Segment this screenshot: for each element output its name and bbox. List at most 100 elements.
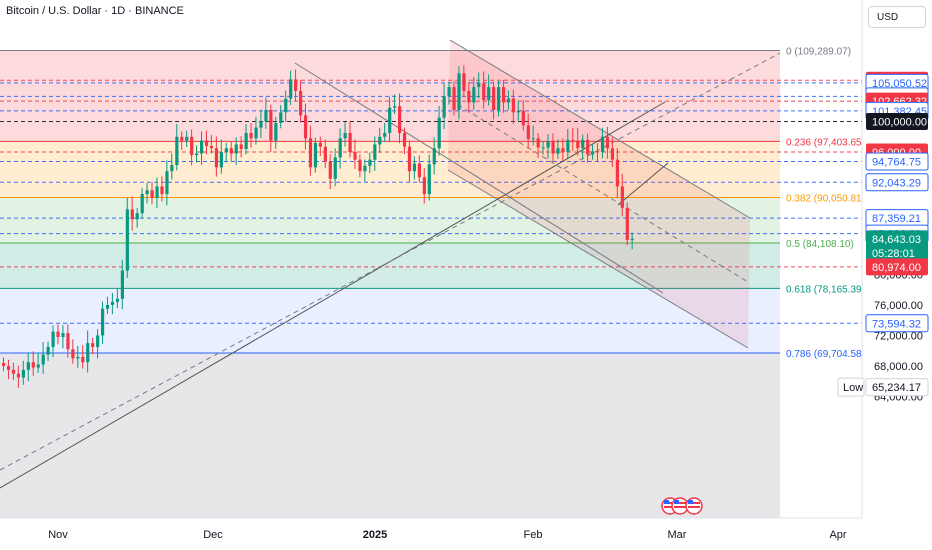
flag-icon-stripe bbox=[674, 506, 686, 508]
candle-body bbox=[180, 136, 184, 141]
time-axis-label: Apr bbox=[829, 529, 846, 541]
candle-body bbox=[110, 301, 115, 305]
candle-body bbox=[46, 346, 50, 355]
price-tag bbox=[865, 173, 929, 192]
flag-icon[interactable] bbox=[671, 497, 689, 515]
candle-body bbox=[630, 238, 634, 240]
candle-body bbox=[115, 298, 120, 302]
candle-body bbox=[511, 98, 516, 113]
candle-body bbox=[407, 146, 412, 172]
currency-selector[interactable]: USD bbox=[868, 6, 926, 28]
fib-label: 0.236 (97,403.65) bbox=[786, 137, 865, 148]
candle-body bbox=[190, 136, 194, 156]
candle-body bbox=[596, 151, 600, 153]
candle-body bbox=[620, 186, 624, 208]
chart-title: Bitcoin / U.S. Dollar · 1D · BINANCE bbox=[6, 5, 184, 17]
flag-icon-stripe bbox=[674, 502, 686, 504]
candle-body bbox=[2, 362, 6, 367]
candle-body bbox=[66, 333, 70, 350]
candle-body bbox=[234, 144, 238, 154]
candle-body bbox=[398, 106, 402, 133]
candle-body bbox=[556, 148, 560, 154]
time-axis-label: 2025 bbox=[363, 529, 387, 541]
candle-body bbox=[269, 110, 273, 141]
flag-icon-canton bbox=[674, 500, 679, 504]
candle-body bbox=[388, 107, 392, 133]
candle-body bbox=[591, 151, 595, 155]
candle-body bbox=[422, 177, 426, 195]
fib-zone-below bbox=[0, 353, 780, 518]
candle-body bbox=[219, 152, 223, 168]
current-price-tag bbox=[866, 230, 928, 261]
candle-body bbox=[333, 157, 337, 179]
candle-body bbox=[452, 87, 456, 111]
time-axis-label: Mar bbox=[668, 529, 687, 541]
candle-body bbox=[586, 139, 590, 155]
candle-body bbox=[16, 373, 21, 378]
candle-body bbox=[457, 73, 461, 111]
candle-body bbox=[531, 138, 535, 140]
candle-body bbox=[368, 159, 372, 166]
price-axis-tick: 76,000.00 bbox=[874, 300, 923, 312]
pattern-line bbox=[617, 162, 669, 206]
current-price-label: 84,643.03 bbox=[872, 234, 921, 246]
candle-body bbox=[21, 369, 25, 378]
economic-events[interactable] bbox=[661, 497, 703, 515]
candle-body bbox=[566, 139, 570, 153]
price-tag bbox=[865, 314, 929, 333]
trend-line-up bbox=[0, 101, 666, 489]
fib-label: 0.786 (69,704.58) bbox=[786, 349, 865, 360]
candle-body bbox=[338, 138, 342, 158]
candle-body bbox=[610, 148, 615, 160]
candle-body bbox=[393, 106, 397, 108]
candle-body bbox=[254, 127, 258, 139]
candle-body bbox=[472, 87, 476, 103]
candle-body bbox=[600, 136, 605, 153]
candle-body bbox=[224, 148, 228, 153]
channel-upper bbox=[449, 39, 751, 219]
candle-body bbox=[432, 148, 436, 165]
fib-label: 0.618 (78,165.39) bbox=[786, 284, 865, 295]
candle-body bbox=[551, 141, 555, 154]
candle-body bbox=[294, 79, 298, 91]
candle-body bbox=[239, 144, 243, 150]
candle-body bbox=[378, 136, 382, 145]
candle-body bbox=[259, 121, 263, 128]
candle-body bbox=[274, 123, 278, 141]
flag-icon[interactable] bbox=[685, 497, 703, 515]
candle-body bbox=[581, 139, 585, 149]
candle-body bbox=[264, 110, 268, 122]
candle-body bbox=[313, 142, 318, 168]
candle-body bbox=[185, 136, 189, 141]
candle-body bbox=[229, 148, 233, 154]
candle-body bbox=[427, 164, 431, 195]
candle-body bbox=[536, 138, 540, 148]
candle-body bbox=[462, 73, 466, 91]
candle-body bbox=[492, 87, 496, 111]
candle-body bbox=[56, 331, 60, 338]
candle-body bbox=[26, 362, 30, 370]
candle-body bbox=[482, 83, 486, 101]
candle-body bbox=[135, 213, 139, 220]
candle-body bbox=[497, 87, 501, 111]
candle-body bbox=[353, 152, 357, 160]
candle-body bbox=[447, 87, 451, 97]
price-tag bbox=[865, 152, 929, 171]
candlestick-series bbox=[2, 65, 634, 388]
candle-body bbox=[546, 141, 550, 148]
time-axis: Nov Dec 2025 Feb Mar Apr bbox=[0, 517, 932, 550]
fib-zones bbox=[0, 50, 780, 518]
candle-body bbox=[358, 159, 362, 172]
price-tags: 105,404.48105,050.52103,289.89102,662.32… bbox=[837, 71, 929, 397]
fib-zone bbox=[0, 141, 780, 198]
candle-body bbox=[284, 98, 288, 113]
flag-icon-canton bbox=[664, 500, 669, 504]
candle-body bbox=[279, 112, 283, 124]
candle-body bbox=[214, 148, 219, 168]
candle-body bbox=[81, 356, 85, 363]
candle-body bbox=[51, 331, 55, 347]
candle-body bbox=[11, 369, 16, 374]
candle-body bbox=[96, 335, 100, 347]
